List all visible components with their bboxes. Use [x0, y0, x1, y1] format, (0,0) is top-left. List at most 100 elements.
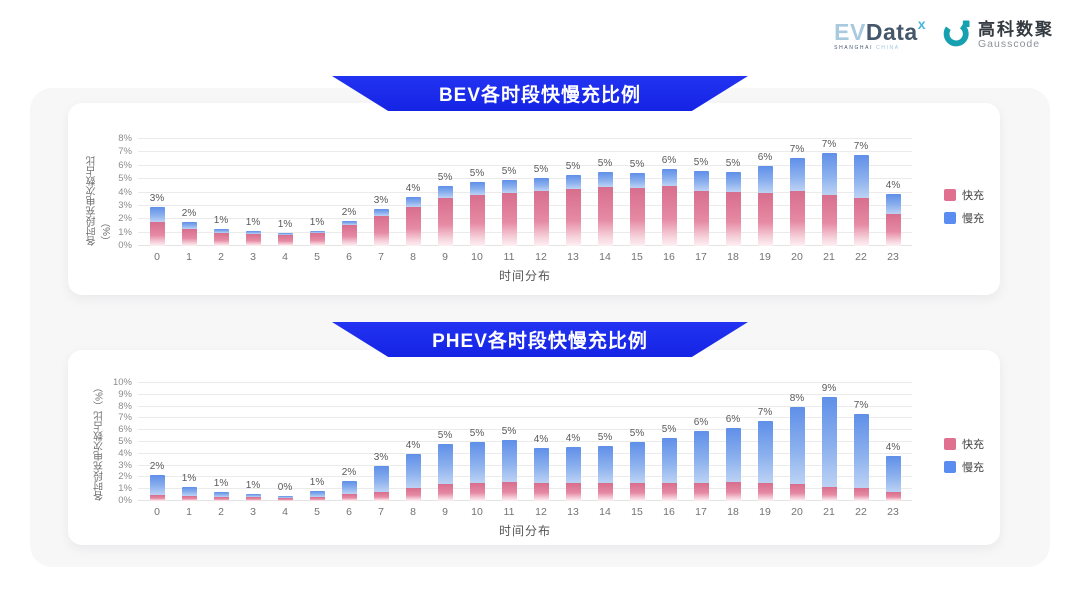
bar-hour-10[interactable]: 5% [461, 383, 493, 501]
bar-value-label: 5% [533, 163, 549, 175]
fast-charge-segment [661, 185, 677, 246]
y-tick-label: 8% [118, 133, 132, 144]
bar-hour-16[interactable]: 5% [653, 383, 685, 501]
bar-hour-15[interactable]: 5% [621, 139, 653, 246]
bar-hour-23[interactable]: 4% [877, 139, 909, 246]
bar-hour-17[interactable]: 6% [685, 383, 717, 501]
bar-hour-18[interactable]: 6% [717, 383, 749, 501]
bar-value-label: 1% [181, 472, 197, 484]
bar-hour-6[interactable]: 2% [333, 383, 365, 501]
bar-hour-23[interactable]: 4% [877, 383, 909, 501]
x-tick-label: 3 [250, 251, 256, 263]
slow-charge-segment [853, 413, 869, 489]
fast-charge-segment [597, 187, 613, 246]
bar-value-label: 2% [181, 207, 197, 219]
bar-hour-7[interactable]: 3% [365, 383, 397, 501]
bar-hour-5[interactable]: 1% [301, 383, 333, 501]
x-tick-label: 0 [154, 251, 160, 263]
fast-charge-segment [277, 235, 293, 246]
bar-hour-11[interactable]: 5% [493, 383, 525, 501]
bar-hour-0[interactable]: 3% [141, 139, 173, 246]
bar-hour-8[interactable]: 4% [397, 383, 429, 501]
fast-charge-segment [501, 482, 517, 501]
bar-value-label: 1% [213, 477, 229, 489]
bar-value-label: 4% [885, 442, 901, 454]
y-tick-label: 6% [118, 424, 132, 436]
fast-charge-segment [597, 483, 613, 501]
bar-hour-21[interactable]: 7% [813, 139, 845, 246]
bar-hour-8[interactable]: 4% [397, 139, 429, 246]
bar-hour-3[interactable]: 1% [237, 383, 269, 501]
fast-charge-segment [693, 191, 709, 246]
fast-charge-segment [405, 488, 421, 501]
slow-charge-segment [181, 221, 197, 229]
bar-hour-19[interactable]: 6% [749, 139, 781, 246]
bar-hour-12[interactable]: 5% [525, 139, 557, 246]
bar-hour-7[interactable]: 3% [365, 139, 397, 246]
y-tick-label: 1% [118, 483, 132, 495]
bar-value-label: 6% [725, 413, 741, 425]
slow-charge-segment [245, 493, 261, 498]
bar-hour-12[interactable]: 4% [525, 383, 557, 501]
bar-hour-13[interactable]: 5% [557, 139, 589, 246]
bar-hour-10[interactable]: 5% [461, 139, 493, 246]
y-tick-label: 1% [118, 226, 132, 238]
bar-hour-9[interactable]: 5% [429, 139, 461, 246]
bar-value-label: 3% [373, 194, 389, 206]
bar-hour-1[interactable]: 1% [173, 383, 205, 501]
bar-hour-18[interactable]: 5% [717, 139, 749, 246]
bar-hour-14[interactable]: 5% [589, 383, 621, 501]
bar-hour-1[interactable]: 2% [173, 139, 205, 246]
bar-hour-0[interactable]: 2% [141, 383, 173, 501]
bar-value-label: 3% [373, 451, 389, 463]
bar-hour-19[interactable]: 7% [749, 383, 781, 501]
bar-hour-13[interactable]: 4% [557, 383, 589, 501]
x-tick-label: 11 [503, 506, 515, 518]
gridline [138, 151, 912, 153]
fast-charge-segment [469, 194, 485, 246]
slow-charge-swatch [944, 212, 956, 225]
bar-hour-4[interactable]: 1% [269, 139, 301, 246]
slow-charge-segment [341, 480, 357, 494]
legend-item-fast[interactable]: 快充 [944, 187, 984, 203]
bar-hour-6[interactable]: 2% [333, 139, 365, 246]
x-tick-label: 7 [378, 506, 384, 518]
gridline [138, 218, 912, 220]
x-tick-label: 1 [186, 506, 192, 518]
fast-charge-segment [725, 191, 741, 246]
bar-hour-2[interactable]: 1% [205, 139, 237, 246]
bar-value-label: 5% [501, 166, 517, 178]
bar-hour-20[interactable]: 7% [781, 139, 813, 246]
bar-hour-22[interactable]: 7% [845, 383, 877, 501]
x-tick-label: 22 [855, 506, 867, 518]
legend-item-fast[interactable]: 快充 [944, 436, 984, 452]
bar-hour-11[interactable]: 5% [493, 139, 525, 246]
bar-hour-14[interactable]: 5% [589, 139, 621, 246]
bar-hour-4[interactable]: 0% [269, 383, 301, 501]
slow-charge-segment [213, 228, 229, 233]
gridline [138, 441, 912, 442]
slow-charge-segment [277, 495, 293, 499]
gausscode-cn-name: 高科数聚 [978, 20, 1054, 40]
bar-value-label: 5% [469, 428, 485, 440]
bar-hour-20[interactable]: 8% [781, 383, 813, 501]
bar-hour-5[interactable]: 1% [301, 139, 333, 246]
gridline [138, 405, 912, 407]
fast-charge-segment [565, 483, 581, 501]
bar-hour-21[interactable]: 9% [813, 383, 845, 501]
bar-hour-16[interactable]: 6% [653, 139, 685, 246]
bar-hour-2[interactable]: 1% [205, 383, 237, 501]
fast-charge-segment [181, 496, 197, 501]
bar-hour-17[interactable]: 5% [685, 139, 717, 246]
bar-hour-22[interactable]: 7% [845, 139, 877, 246]
bar-value-label: 4% [565, 432, 581, 444]
legend-item-slow[interactable]: 慢充 [944, 210, 984, 226]
fast-charge-segment [789, 191, 805, 246]
bar-hour-15[interactable]: 5% [621, 383, 653, 501]
bar-hour-3[interactable]: 1% [237, 139, 269, 246]
phev-x-axis-title: 时间分布 [498, 524, 551, 538]
slow-charge-segment [789, 157, 805, 192]
fast-charge-segment [853, 488, 869, 501]
bar-hour-9[interactable]: 5% [429, 383, 461, 501]
legend-item-slow[interactable]: 慢充 [944, 459, 984, 475]
